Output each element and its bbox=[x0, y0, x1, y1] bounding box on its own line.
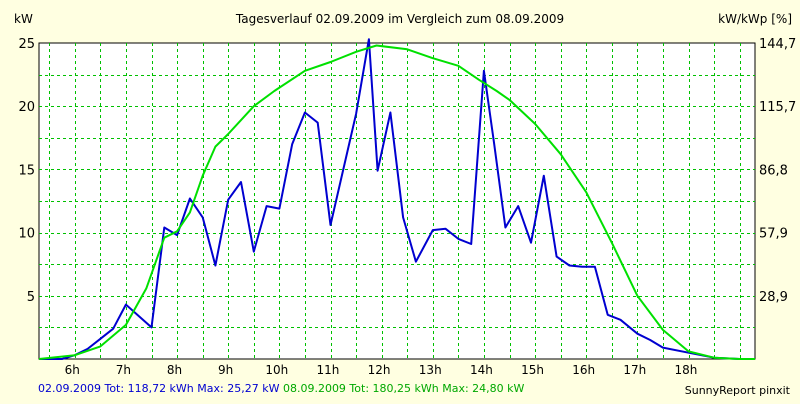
series-1-summary: 02.09.2009 Tot: 118,72 kWh Max: 25,27 kW bbox=[38, 382, 280, 395]
series-line-1 bbox=[39, 38, 740, 360]
credit-text: SunnyReport pinxit bbox=[684, 384, 790, 397]
axes: 5 10 15 20 25 28,9 57,9 86,8 115,7 144,7 6h 7h 8h 9h 1… bbox=[18, 37, 796, 377]
y-axis-label-right: kW/kWp [%] bbox=[718, 12, 792, 26]
y-tick-label-right: 144,7 bbox=[759, 37, 796, 52]
x-tick-label: 11h bbox=[317, 363, 340, 377]
x-tick-label: 14h bbox=[470, 363, 493, 377]
y-tick-label-right: 86,8 bbox=[759, 163, 788, 178]
y-tick-label-left: 20 bbox=[18, 100, 35, 115]
x-tick-label: 16h bbox=[572, 363, 595, 377]
x-tick-label: 6h bbox=[65, 363, 80, 377]
grid bbox=[39, 43, 755, 359]
y-tick-label-right: 115,7 bbox=[759, 100, 796, 115]
series-line-2 bbox=[38, 44, 755, 360]
x-tick-label: 9h bbox=[218, 363, 233, 377]
series-2-summary: 08.09.2009 Tot: 180,25 kWh Max: 24,80 kW bbox=[282, 382, 525, 395]
chart-title: Tagesverlauf 02.09.2009 im Vergleich zum… bbox=[235, 12, 565, 26]
y-tick-label-right: 28,9 bbox=[759, 290, 788, 305]
x-tick-label: 8h bbox=[167, 363, 182, 377]
x-tick-label: 13h bbox=[419, 363, 442, 377]
series bbox=[38, 38, 755, 360]
y-tick-label-left: 15 bbox=[18, 163, 35, 178]
x-tick-label: 12h bbox=[368, 363, 391, 377]
x-tick-label: 7h bbox=[116, 363, 131, 377]
x-tick-label: 10h bbox=[265, 363, 288, 377]
y-axis-label-left: kW bbox=[14, 12, 33, 26]
x-tick-label: 18h bbox=[675, 363, 698, 377]
y-tick-label-right: 57,9 bbox=[759, 227, 788, 242]
y-tick-label-left: 25 bbox=[18, 37, 35, 52]
y-tick-label-left: 5 bbox=[27, 290, 35, 305]
x-tick-label: 15h bbox=[521, 363, 544, 377]
x-tick-label: 17h bbox=[623, 363, 646, 377]
chart-footer: 02.09.2009 Tot: 118,72 kWh Max: 25,27 kW… bbox=[38, 382, 524, 395]
y-tick-label-left: 10 bbox=[18, 227, 35, 242]
